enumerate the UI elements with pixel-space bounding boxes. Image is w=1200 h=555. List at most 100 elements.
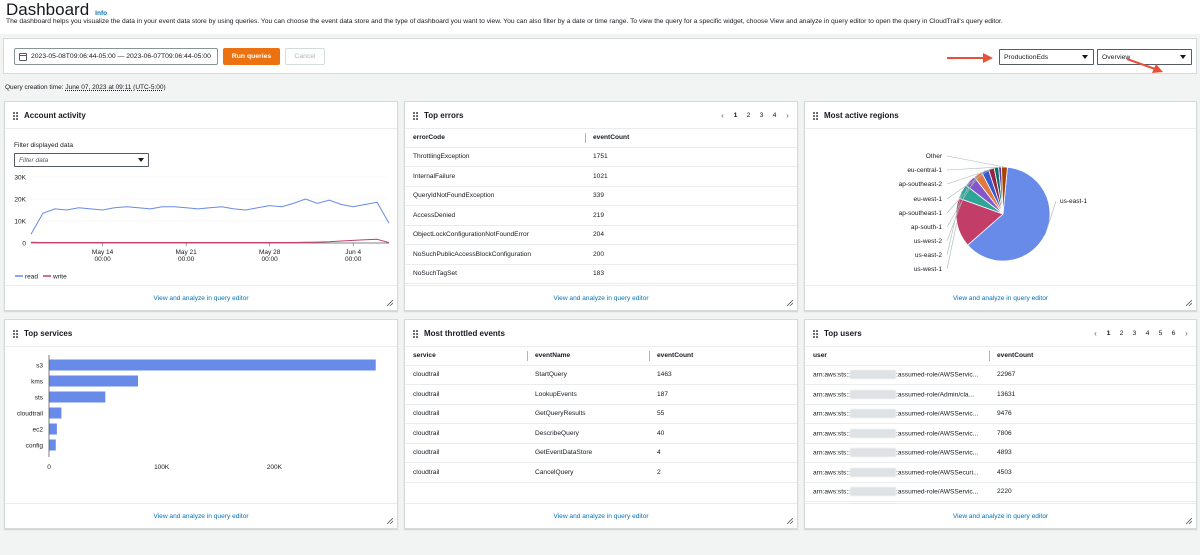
x-tick-sublabel: 00:00 — [94, 256, 111, 263]
pie-label: eu-central-1 — [907, 167, 942, 174]
resize-handle-icon[interactable] — [1186, 518, 1192, 524]
column-header-eventname-label: eventName — [535, 352, 571, 360]
widget-most-active-regions: Most active regions us-east-1 us-west-1 us… — [804, 101, 1197, 311]
service: cloudtrail — [405, 423, 527, 444]
page-4[interactable]: 4 — [1145, 330, 1150, 337]
page-3[interactable]: 3 — [1132, 330, 1137, 337]
service: cloudtrail — [405, 384, 527, 405]
event-count: 339 — [585, 186, 797, 206]
regions-pie-chart: us-east-1 us-west-1 us-east-2 us-west-2 ap-s… — [899, 153, 1088, 273]
drag-handle-icon[interactable] — [13, 330, 19, 338]
event-count: 4 — [649, 443, 797, 463]
table-header-row: service eventName eventCount — [405, 347, 797, 366]
table-row: cloudtrail LookupEvents 187 — [405, 384, 797, 405]
table-row: NoSuchPublicAccessBlockConfiguration 200 — [405, 244, 797, 265]
table-header-row: errorCode eventCount — [405, 129, 797, 148]
table-row: AccessDenied 219 — [405, 205, 797, 226]
arn-suffix: :assumed-role/AWSServic... — [896, 488, 979, 496]
column-header-eventcount[interactable]: eventCount — [649, 347, 797, 366]
y-tick-label: 10K — [14, 219, 26, 226]
page-5[interactable]: 5 — [1158, 330, 1163, 337]
pie-label: eu-west-1 — [913, 196, 942, 203]
bar-category-label: sts — [35, 395, 44, 402]
resize-handle-icon[interactable] — [387, 300, 393, 306]
widget-title: Account activity — [24, 111, 86, 120]
column-header-eventcount[interactable]: eventCount — [989, 347, 1196, 366]
caret-down-icon — [1180, 55, 1186, 59]
widget-title: Most active regions — [824, 111, 899, 120]
widget-title: Most throttled events — [424, 329, 505, 338]
dashboard-type-value: Overview — [1102, 53, 1131, 61]
event-count: 2220 — [989, 482, 1196, 502]
event-count: 4503 — [989, 462, 1196, 483]
legend-label-write: write — [52, 274, 67, 281]
filter-data-select[interactable]: Filter data — [14, 153, 149, 167]
table-row: ObjectLockConfigurationNotFoundError 204 — [405, 225, 797, 245]
page-6[interactable]: 6 — [1171, 330, 1176, 337]
pie-slice-us-east-1 — [967, 166, 1051, 262]
x-tick-label: May 14 — [92, 249, 114, 256]
arn-prefix: arn:aws:sts:: — [813, 449, 851, 457]
pie-label: us-west-1 — [914, 266, 943, 273]
query-editor-link[interactable]: View and analyze in query editor — [153, 512, 249, 520]
table-row: cloudtrail DescribeQuery 40 — [405, 423, 797, 444]
arn-suffix: :assumed-role/AWSSecuri... — [896, 469, 979, 476]
chevron-left-icon[interactable]: ‹ — [1094, 329, 1097, 338]
info-link[interactable]: Info — [95, 10, 108, 17]
page-4[interactable]: 4 — [772, 112, 777, 119]
pie-label: us-east-1 — [1060, 198, 1087, 205]
query-editor-link[interactable]: View and analyze in query editor — [153, 294, 249, 302]
resize-handle-icon[interactable] — [787, 518, 793, 524]
drag-handle-icon[interactable] — [813, 112, 819, 120]
column-header-eventname[interactable]: eventName — [527, 347, 649, 366]
page-description: The dashboard helps you visualize the da… — [6, 18, 1003, 25]
query-editor-link[interactable]: View and analyze in query editor — [553, 294, 649, 302]
pie-leader-line — [946, 167, 997, 185]
arn-prefix: arn:aws:sts:: — [813, 430, 851, 437]
service: cloudtrail — [405, 365, 527, 385]
table-row: NoSuchTagSet 183 — [405, 264, 797, 284]
table-row: cloudtrail StartQuery 1463 — [405, 365, 797, 385]
widget-footer: View and analyze in query editor — [405, 285, 797, 310]
query-editor-link[interactable]: View and analyze in query editor — [553, 512, 649, 520]
y-tick-label: 30K — [14, 175, 26, 182]
caret-down-icon — [1082, 55, 1088, 59]
calendar-icon — [19, 52, 27, 61]
page-1[interactable]: 1 — [733, 112, 738, 119]
page-2[interactable]: 2 — [1119, 330, 1124, 337]
event-data-store-select[interactable]: ProductionEds — [999, 49, 1094, 65]
drag-handle-icon[interactable] — [13, 112, 19, 120]
column-header-service[interactable]: service — [405, 347, 527, 366]
pie-leader-line — [946, 168, 992, 200]
drag-handle-icon[interactable] — [813, 330, 819, 338]
date-range-picker[interactable]: 2023-05-08T09:06:44-05:00 — 2023-06-07T0… — [14, 48, 218, 65]
annotation-arrow-left — [947, 53, 993, 63]
column-header-errorcode[interactable]: errorCode — [405, 129, 585, 148]
page-1[interactable]: 1 — [1106, 330, 1111, 337]
drag-handle-icon[interactable] — [413, 330, 419, 338]
table-row: InternalFailure 1021 — [405, 166, 797, 187]
chevron-right-icon[interactable]: › — [1185, 329, 1188, 338]
column-header-user[interactable]: user — [805, 347, 989, 366]
error-code: QueryIdNotFoundException — [405, 186, 585, 206]
page-header: Dashboard Info The dashboard helps you v… — [0, 0, 1200, 34]
event-count: 1021 — [585, 166, 797, 187]
error-code: ThrottlingException — [405, 147, 585, 167]
query-editor-link[interactable]: View and analyze in query editor — [952, 294, 1049, 302]
column-header-eventcount[interactable]: eventCount — [585, 129, 797, 148]
widget-title: Top users — [824, 329, 862, 338]
run-queries-button[interactable]: Run queries — [223, 48, 280, 65]
cancel-button[interactable]: Cancel — [285, 48, 325, 65]
chevron-left-icon[interactable]: ‹ — [721, 111, 724, 120]
resize-handle-icon[interactable] — [387, 518, 393, 524]
resize-handle-icon[interactable] — [787, 300, 793, 306]
annotation-arrow-right — [1126, 58, 1163, 73]
redacted-account-id — [850, 448, 897, 458]
chevron-right-icon[interactable]: › — [786, 111, 789, 120]
query-editor-link[interactable]: View and analyze in query editor — [952, 512, 1049, 520]
resize-handle-icon[interactable] — [1186, 300, 1192, 306]
page-3[interactable]: 3 — [759, 112, 764, 119]
drag-handle-icon[interactable] — [413, 112, 419, 120]
page-2[interactable]: 2 — [746, 112, 751, 119]
x-tick-sublabel: 00:00 — [345, 256, 362, 263]
